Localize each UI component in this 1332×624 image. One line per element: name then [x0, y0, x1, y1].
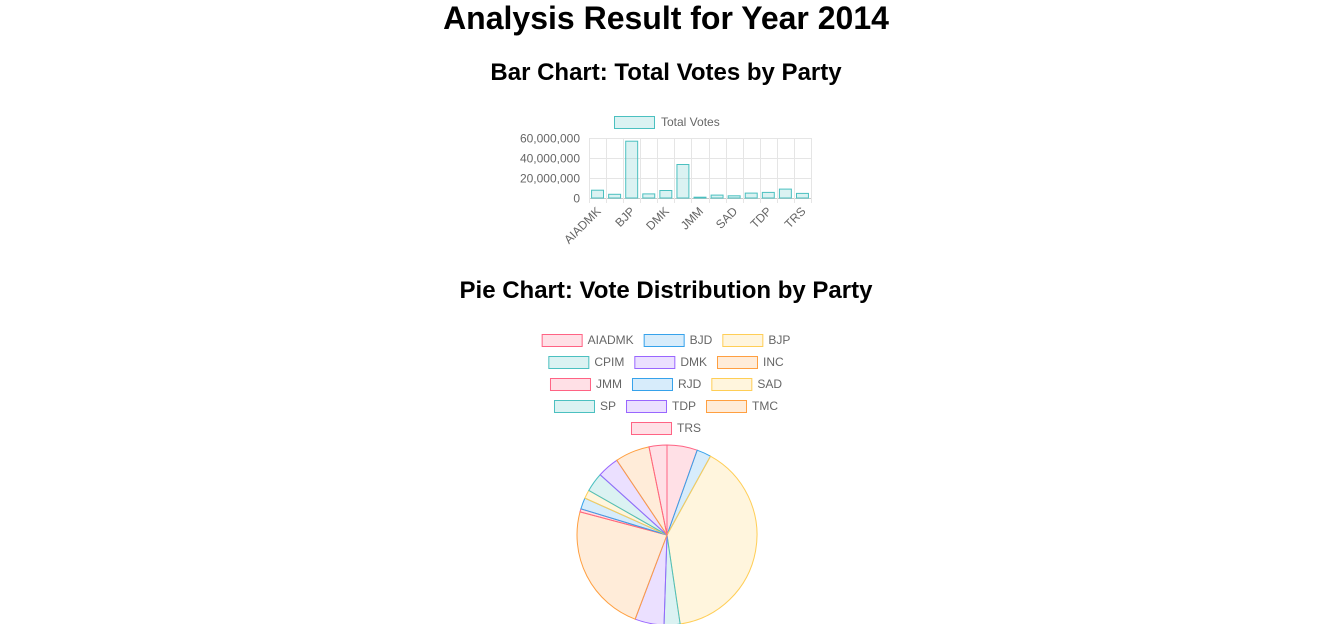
legend-label-sp: SP — [600, 399, 616, 413]
y-tick-label: 60,000,000 — [520, 132, 580, 146]
legend-label-jmm: JMM — [596, 377, 622, 391]
legend-swatch-total-votes — [614, 116, 655, 129]
bar-sad — [727, 195, 741, 199]
legend-swatch-sp — [553, 400, 595, 413]
legend-swatch-inc — [717, 356, 758, 369]
y-tick-label: 40,000,000 — [520, 152, 580, 166]
bar-rjd — [710, 194, 724, 199]
pie-chart: AIADMK BJD BJP CPIM DMK INC JMM RJD SAD SP TDP TMC T… — [541, 333, 790, 624]
bar-tmc — [778, 188, 792, 199]
pie-chart-title: Pie Chart: Vote Distribution by Party — [459, 277, 873, 304]
legend-swatch-trs — [631, 422, 672, 435]
legend-label-cpim: CPIM — [594, 355, 624, 369]
legend-label-dmk: DMK — [680, 355, 707, 369]
legend-label-tmc: TMC — [752, 399, 778, 413]
legend-swatch-bjd — [643, 334, 685, 347]
pie-slice-trs — [648, 444, 668, 536]
x-tick-label: TRS — [782, 204, 809, 231]
legend-swatch-cpim — [548, 356, 590, 369]
legend-swatch-aiadmk — [541, 334, 583, 347]
legend-label-total-votes: Total Votes — [661, 115, 720, 129]
x-tick-label: DMK — [643, 204, 672, 233]
bar-dmk — [659, 190, 673, 199]
legend-swatch-tmc — [706, 400, 748, 413]
bar-jmm — [693, 196, 707, 199]
legend-swatch-jmm — [549, 378, 591, 391]
legend-swatch-sad — [711, 378, 753, 391]
bar-sp — [744, 192, 758, 199]
legend-swatch-bjp — [722, 334, 764, 347]
bar-tdp — [761, 191, 775, 199]
x-tick-label: AIADMK — [561, 204, 603, 246]
pie-slice-bjp — [666, 455, 758, 624]
y-tick-label: 0 — [573, 192, 580, 206]
legend-swatch-dmk — [634, 356, 676, 369]
x-tick-label: TDP — [748, 204, 775, 231]
bar-aiadmk — [591, 189, 605, 199]
y-tick-label: 20,000,000 — [520, 172, 580, 186]
x-tick-label: SAD — [713, 204, 741, 232]
x-tick-label: JMM — [678, 204, 706, 232]
legend-swatch-tdp — [626, 400, 668, 413]
legend-label-bjp: BJP — [768, 333, 790, 347]
legend-label-tdp: TDP — [672, 399, 696, 413]
legend-label-trs: TRS — [677, 421, 701, 435]
bar-cpim — [642, 193, 656, 199]
legend-swatch-rjd — [631, 378, 673, 391]
bar-chart-title: Bar Chart: Total Votes by Party — [490, 59, 842, 86]
legend-label-sad: SAD — [757, 377, 782, 391]
bar-inc — [676, 164, 690, 199]
legend-label-bjd: BJD — [690, 333, 713, 347]
legend-label-inc: INC — [763, 355, 784, 369]
bar-bjd — [608, 193, 622, 199]
pie-slice-cpim — [663, 534, 681, 624]
bar-trs — [795, 192, 809, 199]
page-title: Analysis Result for Year 2014 — [443, 0, 889, 36]
pie-slice-inc — [576, 511, 668, 620]
x-tick-label: BJP — [612, 204, 637, 229]
bar-bjp — [625, 140, 639, 199]
bar-chart: Total Votes 60,000,000 40,000,000 20,000,00… — [520, 115, 812, 247]
legend-label-rjd: RJD — [678, 377, 702, 391]
legend-label-aiadmk: AIADMK — [588, 333, 634, 347]
